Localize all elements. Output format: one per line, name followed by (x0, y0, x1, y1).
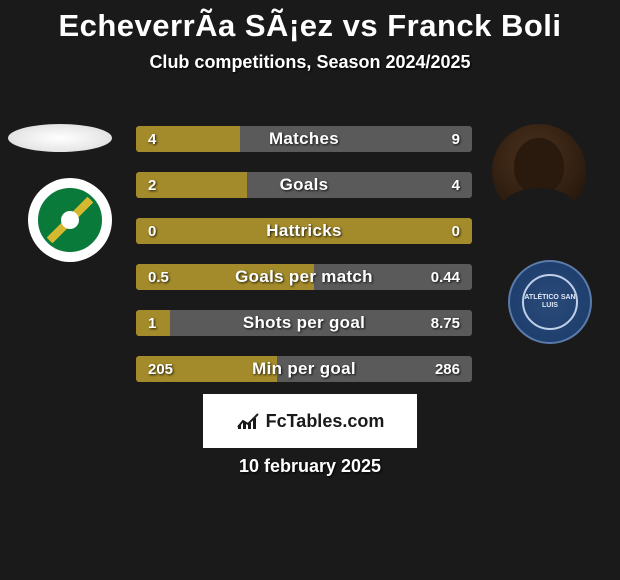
stat-value-left: 2 (148, 172, 156, 198)
stat-value-left: 205 (148, 356, 173, 382)
stat-label: Shots per goal (136, 310, 472, 336)
stat-row: Goals per match0.5 0.44 (136, 264, 472, 290)
stat-label: Hattricks (136, 218, 472, 244)
stat-row: Goals2 4 (136, 172, 472, 198)
stat-label: Goals (136, 172, 472, 198)
brand-text: FcTables.com (266, 411, 385, 432)
stat-value-left: 4 (148, 126, 156, 152)
stat-value-left: 0 (148, 218, 156, 244)
player-left-avatar (8, 124, 112, 152)
stat-value-left: 1 (148, 310, 156, 336)
stat-label: Matches (136, 126, 472, 152)
stat-value-right: 8.75 (431, 310, 460, 336)
brand-box: FcTables.com (203, 394, 417, 448)
stat-value-right: 4 (452, 172, 460, 198)
stat-value-left: 0.5 (148, 264, 169, 290)
chart-icon (236, 411, 260, 431)
stat-row: Min per goal205 286 (136, 356, 472, 382)
club-left-badge (28, 178, 112, 262)
comparison-title: EcheverrÃ­a SÃ¡ez vs Franck Boli (0, 0, 620, 44)
leon-badge-icon (38, 188, 102, 252)
comparison-subtitle: Club competitions, Season 2024/2025 (0, 52, 620, 73)
stat-value-right: 9 (452, 126, 460, 152)
atletico-san-luis-badge-icon: ATLÉTICO SAN LUIS (522, 274, 578, 330)
stat-bars-container: Matches49Goals24Hattricks00Goals per mat… (136, 126, 472, 402)
stat-label: Min per goal (136, 356, 472, 382)
stat-row: Shots per goal1 8.75 (136, 310, 472, 336)
stat-row: Matches4 9 (136, 126, 472, 152)
stat-label: Goals per match (136, 264, 472, 290)
stat-value-right: 286 (435, 356, 460, 382)
stat-row: Hattricks0 0 (136, 218, 472, 244)
stat-value-right: 0 (452, 218, 460, 244)
club-right-badge: ATLÉTICO SAN LUIS (508, 260, 592, 344)
player-right-avatar (492, 124, 586, 218)
stat-value-right: 0.44 (431, 264, 460, 290)
infographic-date: 10 february 2025 (0, 456, 620, 477)
